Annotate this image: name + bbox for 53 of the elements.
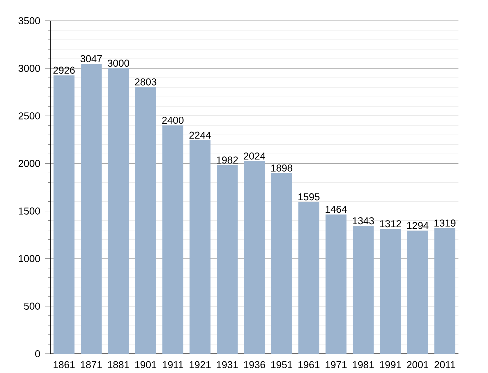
- bar: [271, 173, 292, 354]
- bar: [135, 87, 156, 354]
- data-label: 2244: [190, 132, 212, 139]
- data-label: 3047: [80, 55, 102, 62]
- data-label: 2024: [244, 152, 266, 160]
- data-label: 2926: [54, 66, 75, 74]
- y-tick-label: 3000: [18, 65, 40, 72]
- data-label: 1312: [380, 220, 402, 228]
- bar: [298, 202, 320, 354]
- bar: [217, 165, 238, 354]
- x-tick-label: 1951: [272, 361, 293, 368]
- bar: [407, 230, 428, 354]
- x-tick-label: 1881: [108, 361, 130, 368]
- y-tick-label: 3500: [18, 17, 40, 25]
- x-tick-label: 1871: [81, 361, 102, 368]
- x-tick-label: 1911: [163, 361, 184, 368]
- x-tick-label: 2001: [407, 361, 429, 368]
- data-label: 1595: [298, 194, 320, 201]
- data-label: 1464: [326, 206, 348, 214]
- x-tick-label: 1991: [380, 361, 402, 368]
- bar: [326, 214, 347, 354]
- bar: [162, 126, 184, 354]
- x-tick-label: 1961: [298, 361, 320, 368]
- data-label: 1294: [408, 222, 429, 230]
- x-tick-label: 1901: [136, 361, 157, 368]
- bar: [54, 76, 75, 354]
- x-tick-label: 1931: [217, 361, 238, 368]
- bar: [81, 64, 102, 354]
- bar: [190, 140, 211, 354]
- bar: [352, 226, 374, 354]
- data-label: 2400: [162, 116, 184, 124]
- bar: [380, 229, 402, 354]
- bar: [434, 228, 456, 354]
- y-tick-label: 500: [24, 302, 40, 310]
- x-tick-label: 1936: [244, 361, 266, 368]
- x-tick-label: 1921: [190, 361, 211, 368]
- y-tick-label: 1000: [19, 255, 40, 262]
- data-label: 1982: [217, 156, 238, 164]
- x-tick-label: 1971: [326, 361, 347, 368]
- x-tick-label: 1861: [54, 361, 75, 368]
- data-label: 1343: [353, 218, 374, 225]
- data-label: 1319: [434, 220, 456, 227]
- bar: [108, 68, 130, 354]
- y-tick-label: 2000: [18, 160, 40, 168]
- y-tick-label: 0: [35, 350, 40, 358]
- bar: [244, 161, 266, 354]
- x-tick-label: 1981: [353, 361, 374, 368]
- data-label: 2803: [135, 78, 157, 86]
- data-label: 1898: [272, 164, 293, 172]
- x-tick-label: 2011: [434, 361, 456, 368]
- y-tick-label: 1500: [19, 208, 40, 215]
- y-tick-label: 2500: [18, 112, 40, 120]
- data-label: 3000: [108, 60, 130, 67]
